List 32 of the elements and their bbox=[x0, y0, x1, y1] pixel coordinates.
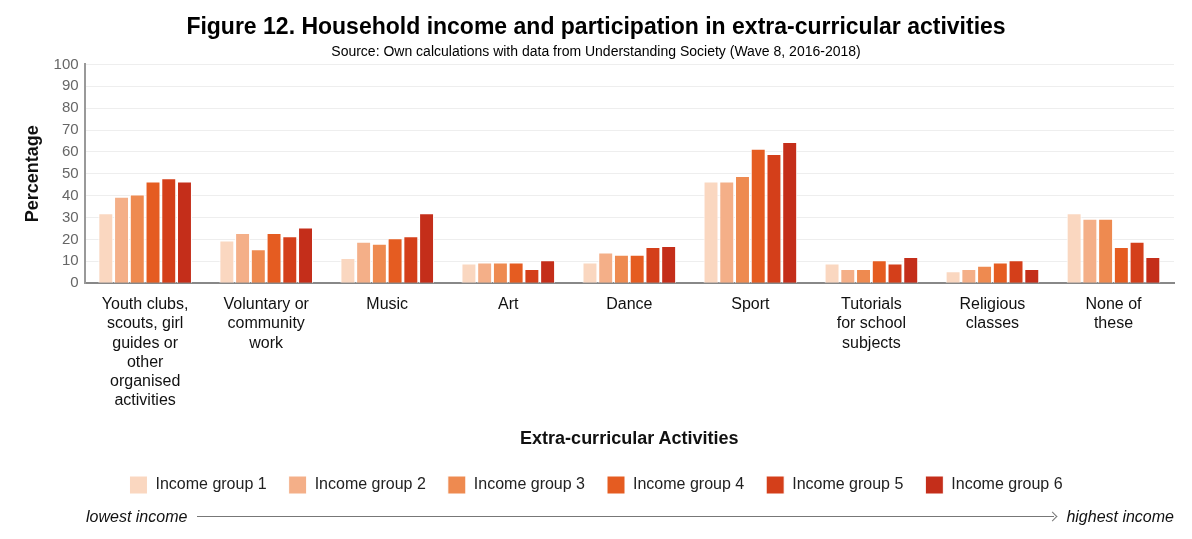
legend-label: Income group 1 bbox=[155, 475, 267, 493]
legend-label: Income group 5 bbox=[792, 475, 904, 493]
y-tick-label: 60 bbox=[61, 142, 79, 160]
text: lowest income bbox=[86, 508, 188, 526]
chart-subtitle: Source: Own calculations with data from Understanding Society (Wave 8, 2016-2018) bbox=[331, 42, 861, 59]
x-tick-label: None of these bbox=[1085, 295, 1143, 332]
legend-label: Income group 2 bbox=[314, 475, 426, 493]
y-tick-label: 0 bbox=[70, 273, 79, 291]
y-axis-title: Percentage bbox=[21, 125, 42, 223]
x-tick-label: Dance bbox=[606, 295, 653, 313]
y-tick-label: 80 bbox=[61, 98, 79, 116]
x-tick-label: Art bbox=[498, 295, 520, 313]
chart-title: Figure 12. Household income and participation in extra-curricular activities bbox=[186, 13, 1006, 40]
y-tick-label: 50 bbox=[61, 163, 79, 181]
legend-label: Income group 4 bbox=[633, 475, 745, 493]
x-tick-label: Tutorials for school subjects bbox=[836, 295, 907, 351]
y-tick-label: 10 bbox=[61, 251, 79, 269]
y-tick-label: 40 bbox=[61, 185, 79, 203]
x-tick-label: Sport bbox=[731, 295, 771, 313]
legend-label: Income group 3 bbox=[473, 475, 586, 493]
y-tick-label: 30 bbox=[61, 207, 79, 225]
y-tick-label: 20 bbox=[61, 229, 79, 247]
x-tick-label: Youth clubs, scouts, girl guides or other organised activities bbox=[101, 295, 189, 409]
y-tick-label: 90 bbox=[61, 76, 79, 94]
x-tick-label: Voluntary or community work bbox=[223, 295, 310, 351]
x-tick-label: Religious classes bbox=[959, 295, 1026, 332]
text: highest income bbox=[1066, 508, 1174, 526]
y-tick-label: 100 bbox=[53, 54, 79, 72]
x-axis-title: Extra-curricular Activities bbox=[520, 428, 739, 449]
legend-label: Income group 6 bbox=[951, 475, 1063, 493]
x-tick-label: Music bbox=[366, 295, 409, 313]
y-tick-label: 70 bbox=[61, 120, 79, 138]
